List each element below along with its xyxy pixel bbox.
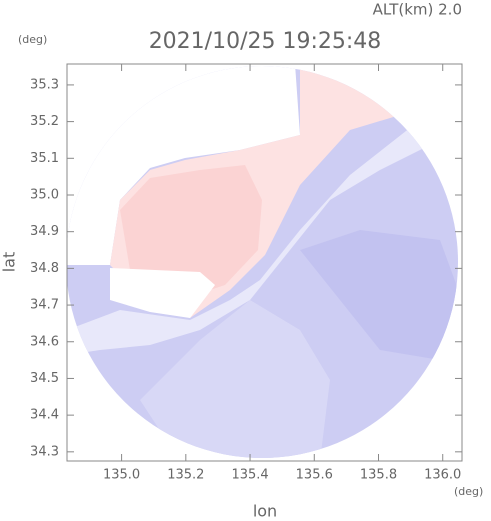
x-tick-label: 135.0 bbox=[103, 468, 140, 483]
y-tick-label: 34.6 bbox=[30, 334, 59, 349]
y-tick-label: 34.7 bbox=[30, 298, 59, 313]
altitude-label: ALT(km) 2.0 bbox=[373, 1, 462, 19]
y-tick-label: 34.3 bbox=[30, 444, 59, 459]
x-tick-label: 136.0 bbox=[424, 468, 461, 483]
x-tick-label: 135.8 bbox=[360, 468, 397, 483]
y-axis-label: lat bbox=[0, 252, 19, 273]
y-tick-label: 34.9 bbox=[30, 224, 59, 239]
y-tick-label: 35.1 bbox=[30, 151, 59, 166]
y-tick-label: 34.5 bbox=[30, 371, 59, 386]
y-tick-label: 34.4 bbox=[30, 408, 59, 423]
radar-field bbox=[67, 66, 458, 458]
y-tick-label: 35.2 bbox=[30, 114, 59, 129]
y-tick-label: 34.8 bbox=[30, 261, 59, 276]
x-tick-label: 135.6 bbox=[296, 468, 333, 483]
y-tick-label: 35.0 bbox=[30, 187, 59, 202]
x-tick-label: 135.2 bbox=[167, 468, 204, 483]
y-tick-label: 35.3 bbox=[30, 77, 59, 92]
chart-title: 2021/10/25 19:25:48 bbox=[149, 29, 382, 54]
x-tick-label: 135.4 bbox=[231, 468, 268, 483]
plot-frame bbox=[66, 63, 463, 462]
x-axis-label: lon bbox=[253, 502, 277, 521]
y-unit: (deg) bbox=[18, 33, 47, 46]
x-unit: (deg) bbox=[454, 485, 483, 498]
